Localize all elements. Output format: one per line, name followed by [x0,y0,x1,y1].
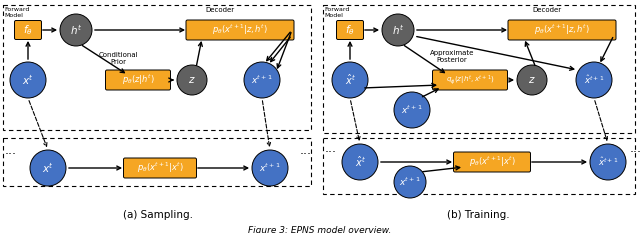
Bar [3,138,311,186]
Text: $p_\theta(x^{t+1}|x^t)$: $p_\theta(x^{t+1}|x^t)$ [137,161,183,175]
Bar [323,138,635,194]
FancyBboxPatch shape [15,21,42,40]
Circle shape [10,62,46,98]
Text: $\hat{x}^t$: $\hat{x}^t$ [344,73,355,87]
FancyBboxPatch shape [454,152,531,172]
Text: ···: ··· [630,147,640,160]
Bar [323,5,635,133]
Circle shape [30,150,66,186]
Text: $p_\theta(x^{t+1}|z, h^t)$: $p_\theta(x^{t+1}|z, h^t)$ [212,23,268,37]
FancyBboxPatch shape [337,21,364,40]
Text: $x^{t+1}$: $x^{t+1}$ [401,104,423,116]
Text: $x^{t+1}$: $x^{t+1}$ [399,176,421,188]
Text: $p_\theta(x^{t+1}|x^t)$: $p_\theta(x^{t+1}|x^t)$ [468,155,515,169]
Text: (a) Sampling.: (a) Sampling. [123,210,193,220]
Text: Forward
Model: Forward Model [4,7,29,18]
Text: (b) Training.: (b) Training. [447,210,509,220]
Text: Forward
Model: Forward Model [324,7,349,18]
FancyBboxPatch shape [508,20,616,40]
Text: Decoder: Decoder [532,7,561,13]
Bar [3,5,311,130]
Text: $p_\theta(z|h^t)$: $p_\theta(z|h^t)$ [122,73,154,87]
Text: $h^t$: $h^t$ [392,23,404,37]
Text: $p_\theta(x^{t+1}|z, h^t)$: $p_\theta(x^{t+1}|z, h^t)$ [534,23,590,37]
Text: ···: ··· [325,147,337,160]
Circle shape [60,14,92,46]
FancyBboxPatch shape [186,20,294,40]
Text: Conditional
Prior: Conditional Prior [98,52,138,65]
Text: $x^{t+1}$: $x^{t+1}$ [259,162,281,174]
Text: $x^t$: $x^t$ [22,73,34,87]
Text: $h^t$: $h^t$ [70,23,82,37]
Circle shape [394,92,430,128]
Circle shape [332,62,368,98]
Text: $\hat{x}^{t+1}$: $\hat{x}^{t+1}$ [584,74,604,86]
Text: $\hat{x}^{t+1}$: $\hat{x}^{t+1}$ [598,156,618,168]
Text: $f_\theta$: $f_\theta$ [345,23,355,37]
Text: $f_\theta$: $f_\theta$ [23,23,33,37]
Text: ···: ··· [5,148,17,161]
Text: $\hat{x}^t$: $\hat{x}^t$ [355,155,365,169]
Text: Figure 3: EPNS model overview.: Figure 3: EPNS model overview. [248,226,392,233]
FancyBboxPatch shape [433,70,508,90]
Text: $z$: $z$ [188,75,196,85]
Text: $z$: $z$ [528,75,536,85]
Text: ···: ··· [300,148,312,161]
Circle shape [342,144,378,180]
Circle shape [177,65,207,95]
Text: Decoder: Decoder [205,7,234,13]
FancyBboxPatch shape [124,158,196,178]
Circle shape [394,166,426,198]
Circle shape [382,14,414,46]
Text: Approximate
Posterior: Approximate Posterior [430,50,474,63]
Text: $x^{t+1}$: $x^{t+1}$ [251,74,273,86]
Circle shape [517,65,547,95]
Circle shape [252,150,288,186]
Text: $q_\phi(z|h^t, x^{t+1})$: $q_\phi(z|h^t, x^{t+1})$ [445,73,494,87]
Circle shape [576,62,612,98]
Text: $x^t$: $x^t$ [42,161,54,175]
FancyBboxPatch shape [106,70,170,90]
Circle shape [590,144,626,180]
Circle shape [244,62,280,98]
